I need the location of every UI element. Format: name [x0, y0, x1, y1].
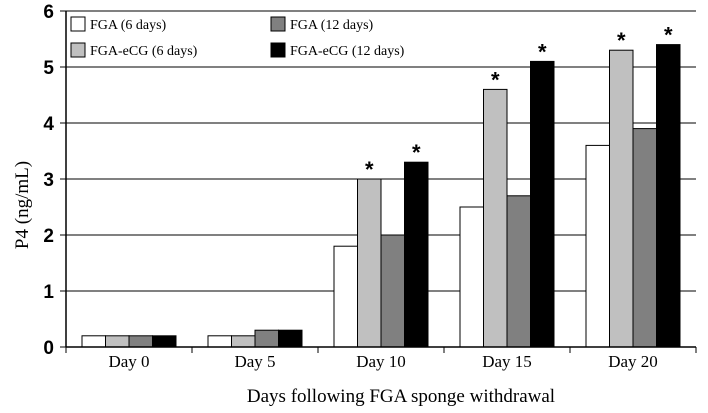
significance-star: *: [617, 28, 626, 53]
bar: [128, 335, 153, 348]
bar: [357, 178, 382, 348]
legend-label: FGA (12 days): [290, 18, 374, 33]
significance-star: *: [491, 67, 500, 92]
significance-star: *: [365, 157, 374, 182]
y-tick-label: 6: [43, 2, 54, 23]
x-tick-label: Day 20: [608, 352, 658, 371]
legend-swatch: [270, 42, 286, 58]
legend-background: [70, 13, 430, 65]
y-axis-title: P4 (ng/mL): [12, 161, 33, 249]
bar: [231, 335, 256, 348]
significance-star: *: [538, 39, 547, 64]
bar: [333, 245, 358, 348]
x-axis-title: Days following FGA sponge withdrawal: [247, 386, 555, 407]
legend-swatch: [270, 16, 286, 32]
bar: [506, 195, 531, 348]
bar: [207, 335, 232, 348]
legend-label: FGA (6 days): [90, 18, 167, 33]
legend-label: FGA-eCG (12 days): [290, 44, 405, 59]
bar: [105, 335, 130, 348]
bar: [656, 44, 681, 348]
bar: [152, 335, 177, 348]
y-tick-label: 5: [43, 58, 54, 79]
bar: [632, 128, 657, 348]
axes: [60, 10, 697, 353]
y-tick-label: 3: [43, 170, 54, 191]
bar: [530, 60, 555, 348]
legend: FGA (6 days) FGA-eCG (6 days) FGA (12 days…: [70, 13, 430, 65]
x-tick-label: Day 10: [356, 352, 406, 371]
bar: [278, 329, 303, 348]
tick-labels: 0 1 2 3 4 5 6 Day 0 Day 5 Day 10 Day 15 Day 20: [43, 2, 657, 371]
y-tick-label: 4: [43, 114, 54, 135]
x-tick-label: Day 0: [108, 352, 149, 371]
bars: [81, 44, 681, 348]
bar: [254, 329, 279, 348]
bar: [459, 206, 484, 348]
bar: [404, 161, 429, 348]
y-tick-label: 1: [43, 282, 54, 303]
legend-label: FGA-eCG (6 days): [90, 44, 198, 59]
bar: [609, 49, 634, 348]
legend-swatch: [70, 16, 86, 32]
bar: [585, 144, 610, 348]
bar: [81, 335, 106, 348]
y-tick-label: 2: [43, 226, 54, 247]
significance-star: *: [412, 140, 421, 165]
legend-swatch: [70, 42, 86, 58]
y-tick-label: 0: [43, 338, 54, 359]
bar: [483, 88, 508, 348]
bar: [380, 234, 405, 348]
significance-marks: * * * * * *: [365, 23, 673, 182]
x-tick-label: Day 5: [234, 352, 275, 371]
x-tick-label: Day 15: [482, 352, 532, 371]
significance-star: *: [664, 23, 673, 48]
